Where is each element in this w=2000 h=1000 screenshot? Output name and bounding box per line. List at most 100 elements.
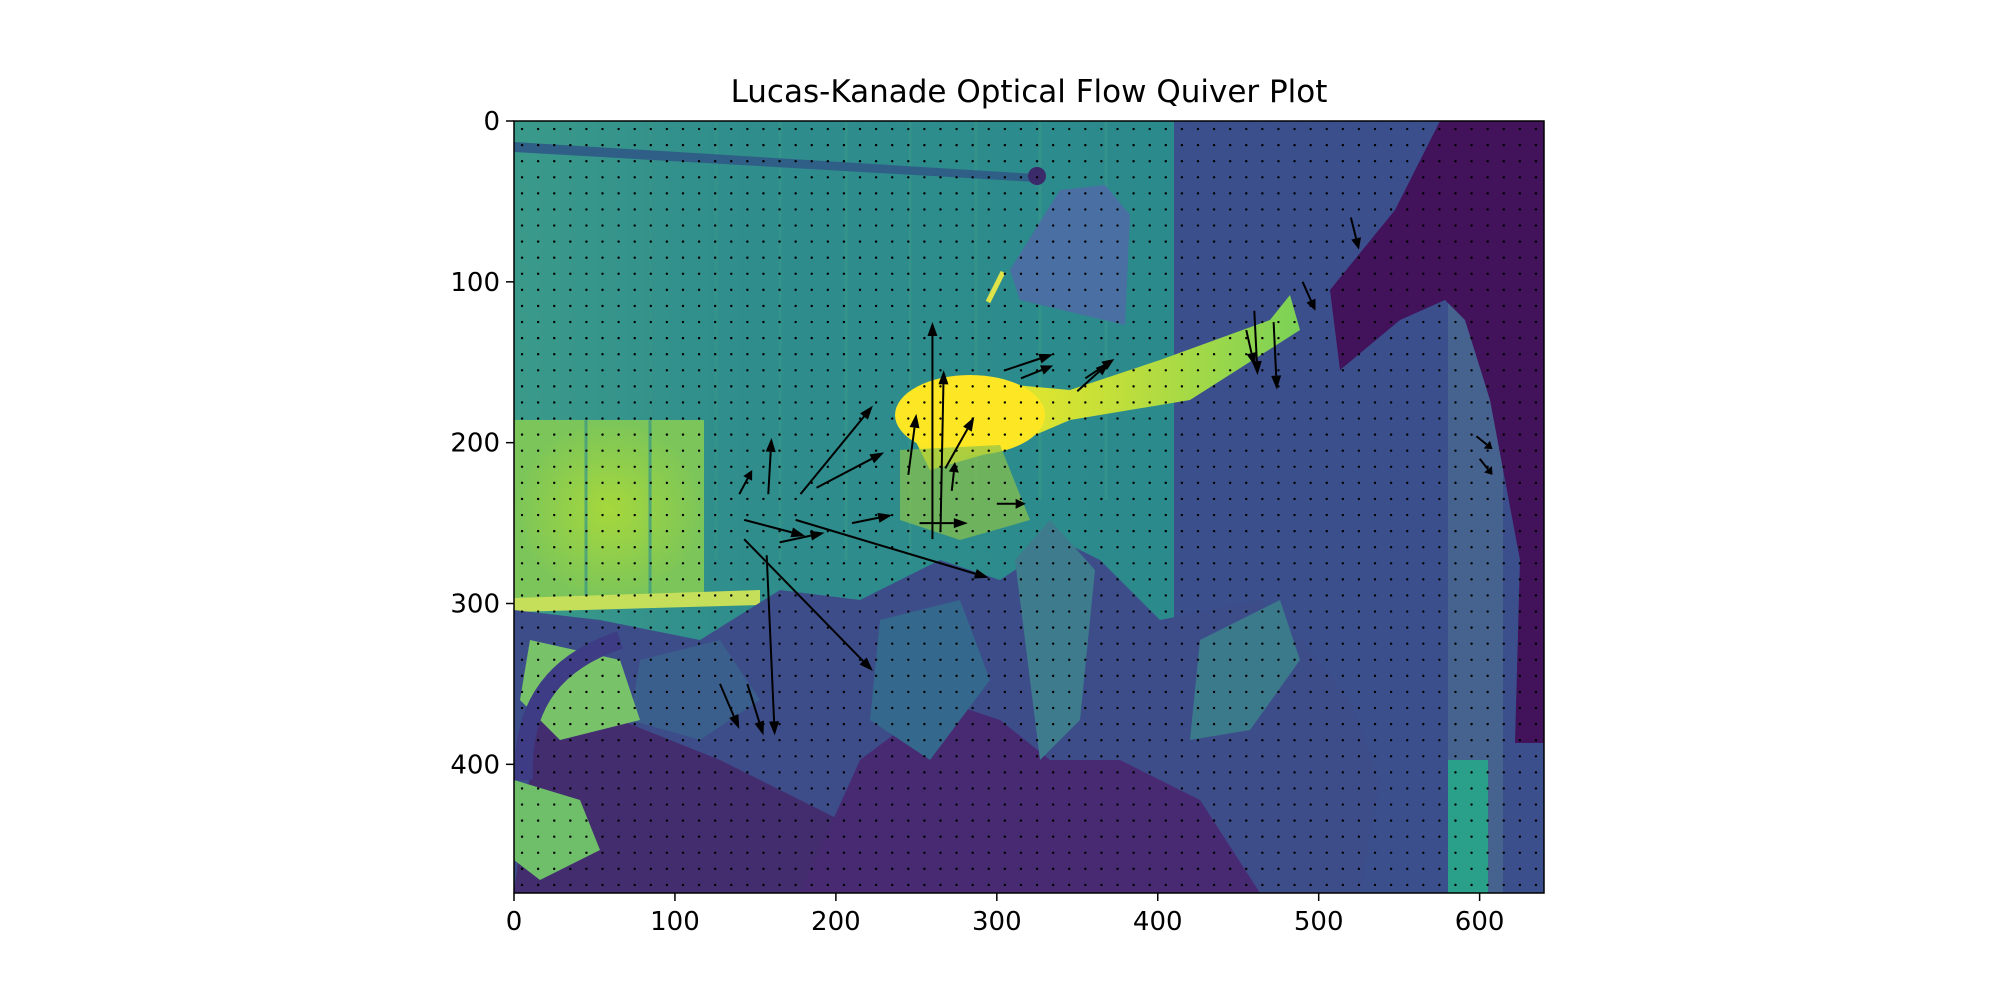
flow-grid-point	[1454, 610, 1457, 613]
flow-grid-point	[1486, 867, 1489, 871]
flow-grid-point	[955, 160, 958, 163]
flow-grid-point	[987, 336, 990, 340]
flow-grid-point	[826, 562, 830, 565]
flow-grid-point	[697, 304, 701, 308]
flow-grid-point	[746, 562, 749, 565]
flow-grid-point	[553, 562, 556, 565]
flow-grid-point	[923, 497, 926, 501]
flow-grid-point	[1245, 755, 1248, 758]
flow-grid-point	[955, 336, 958, 340]
flow-grid-point	[1212, 320, 1216, 324]
flow-grid-point	[1180, 771, 1184, 774]
flow-grid-point	[553, 722, 556, 726]
flow-grid-point	[1309, 771, 1312, 774]
flow-grid-point	[633, 546, 636, 549]
flow-grid-point	[1084, 546, 1087, 549]
flow-grid-point	[1438, 755, 1441, 758]
flow-grid-point	[826, 385, 830, 388]
flow-grid-point	[1309, 240, 1312, 243]
flow-grid-point	[1035, 771, 1039, 774]
flow-grid-point	[1003, 465, 1007, 468]
flow-grid-point	[1277, 497, 1280, 501]
flow-grid-point	[858, 127, 862, 131]
flow-grid-point	[858, 433, 862, 436]
flow-grid-point	[1518, 353, 1522, 356]
flow-grid-point	[1325, 240, 1328, 243]
flow-grid-point	[1148, 449, 1151, 452]
flow-grid-point	[713, 819, 717, 822]
flow-grid-point	[1245, 497, 1248, 501]
flow-grid-point	[1406, 192, 1409, 195]
flow-grid-point	[1212, 449, 1216, 452]
flow-grid-point	[1212, 513, 1216, 517]
flow-grid-point	[713, 867, 717, 871]
flow-grid-point	[826, 401, 830, 404]
flow-grid-point	[601, 819, 604, 822]
flow-grid-point	[1534, 401, 1538, 404]
flow-grid-point	[520, 353, 524, 356]
flow-grid-point	[1534, 143, 1538, 147]
flow-grid-point	[1116, 336, 1119, 340]
flow-grid-point	[858, 771, 862, 774]
flow-grid-point	[1389, 626, 1393, 629]
flow-grid-point	[1438, 594, 1441, 597]
flow-grid-point	[1019, 771, 1023, 774]
flow-grid-point	[1068, 401, 1071, 404]
flow-grid-point	[633, 304, 636, 308]
flow-grid-point	[1502, 819, 1505, 822]
flow-grid-point	[762, 465, 765, 468]
flow-grid-point	[649, 497, 652, 501]
flow-grid-point	[1470, 755, 1473, 758]
flow-grid-point	[746, 433, 749, 436]
flow-grid-point	[1212, 143, 1216, 147]
flow-grid-point	[1470, 465, 1473, 468]
flow-grid-point	[891, 385, 894, 388]
flow-grid-point	[1534, 433, 1538, 436]
flow-grid-point	[907, 867, 910, 871]
flow-grid-point	[762, 513, 765, 517]
flow-grid-point	[1068, 851, 1071, 854]
flow-grid-point	[1422, 160, 1425, 163]
flow-grid-point	[585, 787, 588, 790]
flow-grid-point	[1051, 176, 1055, 179]
flow-grid-point	[730, 417, 733, 420]
flow-grid-point	[1357, 176, 1361, 179]
flow-grid-point	[1373, 626, 1377, 629]
flow-grid-point	[1051, 706, 1055, 710]
flow-grid-point	[1357, 658, 1361, 661]
flow-grid-point	[1389, 224, 1393, 227]
flow-grid-point	[778, 497, 781, 501]
flow-grid-point	[858, 256, 862, 259]
flow-grid-point	[1180, 143, 1184, 147]
flow-grid-point	[649, 771, 652, 774]
flow-grid-point	[1406, 224, 1409, 227]
flow-grid-point	[569, 240, 572, 243]
flow-grid-point	[1019, 706, 1023, 710]
flow-grid-point	[746, 336, 749, 340]
flow-grid-point	[1325, 610, 1328, 613]
flow-grid-point	[681, 320, 685, 324]
flow-grid-point	[1470, 304, 1473, 308]
flow-grid-point	[923, 417, 926, 420]
flow-grid-point	[1534, 819, 1538, 822]
flow-grid-point	[1406, 127, 1409, 131]
flow-grid-point	[1357, 513, 1361, 517]
flow-grid-point	[1518, 336, 1522, 340]
flow-grid-point	[858, 690, 862, 694]
flow-grid-point	[1180, 867, 1184, 871]
flow-grid-point	[1373, 449, 1377, 452]
flow-grid-point	[633, 578, 636, 581]
flow-grid-point	[1051, 240, 1055, 243]
flow-grid-point	[713, 417, 717, 420]
flow-grid-point	[874, 883, 878, 887]
flow-grid-point	[891, 883, 894, 887]
flow-grid-point	[1132, 610, 1135, 613]
flow-grid-point	[1100, 787, 1103, 790]
flow-grid-point	[1180, 739, 1184, 742]
flow-grid-point	[681, 240, 685, 243]
flow-grid-point	[1325, 529, 1328, 533]
flow-grid-point	[1277, 787, 1280, 790]
flow-grid-point	[810, 304, 813, 308]
flow-grid-point	[1341, 433, 1345, 436]
flow-grid-point	[874, 594, 878, 597]
